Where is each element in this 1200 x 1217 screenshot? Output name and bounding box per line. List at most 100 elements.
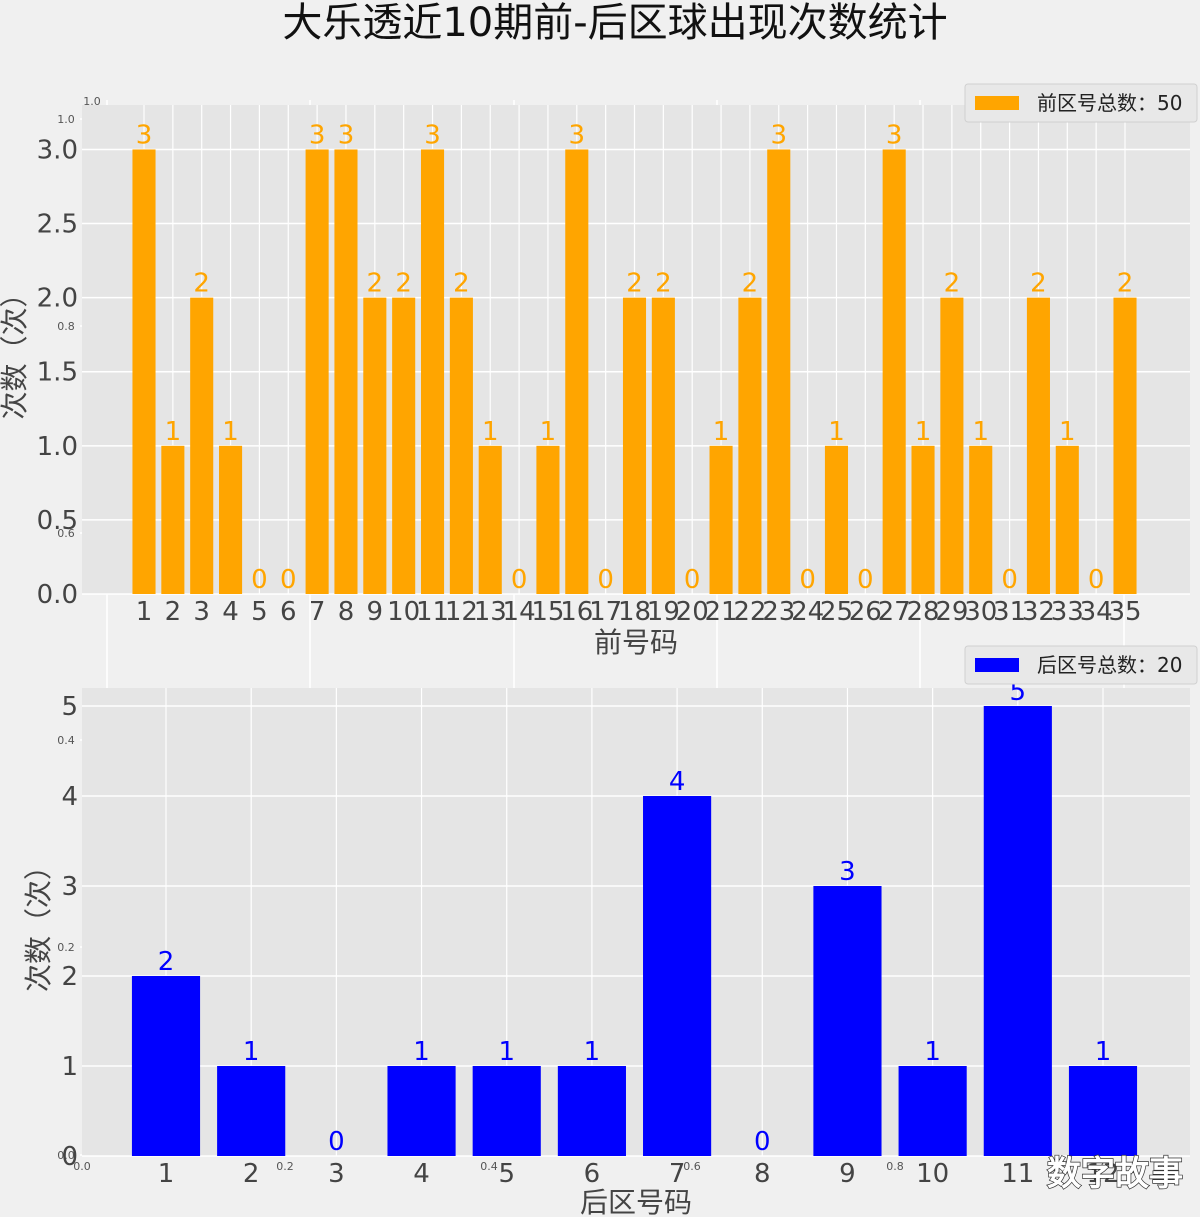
bar <box>565 149 589 595</box>
bar-value-label: 3 <box>569 120 586 150</box>
bar <box>363 297 387 594</box>
bar <box>1026 297 1050 594</box>
bar-value-label: 1 <box>482 417 499 447</box>
x-tick-label: 15 <box>531 597 564 627</box>
background-y-tick-label: 0.4 <box>57 734 75 747</box>
bar-value-label: 0 <box>511 565 528 595</box>
y-tick-label: 3.0 <box>37 135 78 165</box>
front-zone-chart: 0.00.51.01.52.02.53.0 3112231405063738292… <box>0 83 1198 659</box>
y-tick-label: 4 <box>61 782 78 812</box>
bar <box>478 445 502 594</box>
bar <box>940 297 964 594</box>
y-tick-label: 2.5 <box>37 210 78 240</box>
x-tick-label: 24 <box>791 597 824 627</box>
bar <box>392 297 416 594</box>
x-tick-label: 20 <box>676 597 709 627</box>
bar <box>709 445 733 594</box>
x-tick-label: 6 <box>280 597 297 627</box>
y-tick-label: 2 <box>61 962 78 992</box>
background-y-tick-label: 0.8 <box>57 320 75 333</box>
y-tick-label: 1.0 <box>37 432 78 462</box>
background-x-tick-label: 0.2 <box>276 1160 294 1173</box>
bar <box>767 149 791 595</box>
y-tick-label: 1 <box>61 1052 78 1082</box>
x-tick-label: 5 <box>498 1159 515 1189</box>
bar-value-label: 1 <box>165 417 182 447</box>
x-tick-label: 34 <box>1080 597 1113 627</box>
x-tick-label: 12 <box>445 597 478 627</box>
x-tick-label: 9 <box>839 1159 856 1189</box>
bar-value-label: 3 <box>424 120 441 150</box>
bar-value-label: 0 <box>280 565 297 595</box>
background-x-tick-label: 0.4 <box>480 1160 498 1173</box>
bar <box>622 297 647 594</box>
x-tick-label: 18 <box>618 597 651 627</box>
x-tick-label: 30 <box>964 597 997 627</box>
x-tick-label: 26 <box>849 597 882 627</box>
x-tick-label: 16 <box>560 597 593 627</box>
x-tick-label: 8 <box>338 597 355 627</box>
bar-value-label: 2 <box>193 269 210 299</box>
bar-value-label: 0 <box>857 565 874 595</box>
bar-value-label: 3 <box>770 120 787 150</box>
background-x-tick-label: 1.0 <box>1090 1160 1108 1173</box>
x-tick-label: 10 <box>916 1159 949 1189</box>
background-y-tick-label: 0.2 <box>57 941 75 954</box>
x-tick-label: 25 <box>820 597 853 627</box>
bar-value-label: 2 <box>453 269 470 299</box>
bar-value-label: 1 <box>972 417 989 447</box>
x-tick-label: 32 <box>1022 597 1055 627</box>
bar-value-label: 4 <box>669 767 686 797</box>
chart-title: 大乐透近10期前-后区球出现次数统计 <box>282 0 947 46</box>
y-tick-label: 3 <box>61 872 78 902</box>
bar-value-label: 1 <box>1059 417 1076 447</box>
x-tick-label: 12 <box>1086 1159 1119 1189</box>
background-x-tick-label: 0.8 <box>886 1160 904 1173</box>
bar-value-label: 2 <box>742 269 759 299</box>
bar-value-label: 1 <box>222 417 239 447</box>
background-x-tick-label: 0.6 <box>683 1160 701 1173</box>
x-tick-label: 13 <box>474 597 507 627</box>
x-tick-label: 4 <box>222 597 239 627</box>
bar-value-label: 0 <box>1088 565 1105 595</box>
x-tick-label: 22 <box>733 597 766 627</box>
bar <box>132 149 156 595</box>
x-tick-label: 14 <box>503 597 536 627</box>
x-tick-label: 5 <box>251 597 268 627</box>
background-x-tick-label: 0.0 <box>73 1160 91 1173</box>
bar <box>449 297 473 594</box>
x-tick-label: 11 <box>416 597 449 627</box>
y-tick-label: 0 <box>61 1142 78 1172</box>
bar-value-label: 1 <box>584 1037 601 1067</box>
bar <box>219 445 243 594</box>
y-axis-label: 次数（次） <box>22 852 55 992</box>
bar <box>824 445 849 594</box>
bar <box>536 445 560 594</box>
bar <box>557 1066 626 1156</box>
bar-value-label: 0 <box>251 565 268 595</box>
bar <box>190 297 214 594</box>
bar <box>131 976 201 1156</box>
bar <box>1068 1066 1138 1156</box>
x-tick-label: 1 <box>158 1159 175 1189</box>
x-tick-label: 10 <box>387 597 420 627</box>
back-zone-chart: 012345211203141516470839110511112后区号码次数（… <box>22 645 1198 1217</box>
bar <box>387 1066 456 1156</box>
bar <box>651 297 675 594</box>
bar <box>1055 445 1079 594</box>
background-y-tick-label: 1.0 <box>57 113 75 126</box>
bar-value-label: 3 <box>886 120 903 150</box>
x-axis-label: 前号码 <box>594 626 678 659</box>
bar-value-label: 1 <box>713 417 730 447</box>
bar-value-label: 0 <box>1001 565 1018 595</box>
bar <box>217 1066 286 1156</box>
bar <box>738 297 762 594</box>
x-tick-label: 21 <box>705 597 738 627</box>
bar <box>643 796 712 1156</box>
x-tick-label: 2 <box>243 1159 260 1189</box>
legend: 后区号总数：20 <box>964 645 1198 685</box>
y-tick-label: 2.0 <box>37 284 78 314</box>
bar-value-label: 0 <box>328 1127 345 1157</box>
x-tick-label: 9 <box>367 597 384 627</box>
